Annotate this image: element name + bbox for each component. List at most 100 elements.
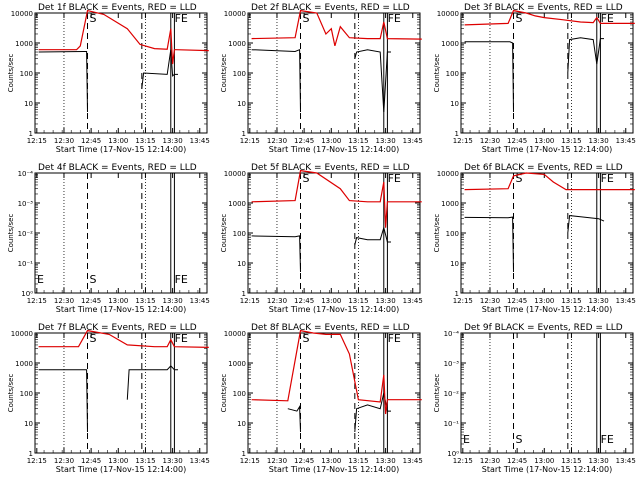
y-tick-label: 10 — [450, 260, 459, 268]
y-tick-label: 1000 — [441, 40, 459, 48]
chart-panel-5: Det 5f BLACK = Events, RED = LLD 1 10 100 10… — [220, 163, 423, 314]
chart-panel-2: Det 2f BLACK = Events, RED = LLD 1 10 100 10… — [220, 3, 423, 154]
y-axis-label: Counts/sec — [433, 54, 441, 93]
x-tick-label: 13:00 — [321, 297, 341, 305]
series-line-events — [38, 365, 178, 433]
series-line-events — [251, 225, 391, 273]
marker-label-s: S — [303, 332, 310, 345]
y-axis-label: Counts/sec — [7, 214, 15, 253]
x-tick-label: 12:45 — [294, 137, 314, 145]
y-tick-label: 10000 — [437, 170, 459, 178]
chart-panel-1: Det 1f BLACK = Events, RED = LLD 1 10 100 10… — [7, 3, 210, 154]
series-line-events — [464, 215, 605, 273]
x-tick-label: 12:30 — [54, 137, 74, 145]
panel-title: Det 6f BLACK = Events, RED = LLD — [464, 163, 623, 173]
y-tick-label: 1 — [242, 130, 246, 138]
x-tick-label: 12:45 — [507, 297, 527, 305]
x-tick-label: 12:45 — [81, 137, 101, 145]
plot-frame — [247, 172, 421, 294]
chart-panel-9: Det 9f BLACK = Events, RED = LLD10⁰10⁻¹1… — [433, 323, 636, 474]
x-axis-ticks: 12:15 12:30 12:45 13:00 13:15 13:30 13:45 — [240, 333, 423, 465]
x-tick-label: 12:30 — [54, 297, 74, 305]
marker-label-s: S — [90, 12, 97, 25]
x-tick-label: 13:00 — [321, 457, 341, 465]
series-line-lld — [38, 329, 209, 348]
x-tick-label: 13:00 — [108, 137, 128, 145]
x-tick-label: 13:30 — [163, 137, 183, 145]
y-tick-label: 10 — [24, 420, 33, 428]
x-tick-label: 13:30 — [376, 297, 396, 305]
plot-frame — [460, 172, 634, 294]
x-tick-label: 12:30 — [480, 137, 500, 145]
marker-label-fe: FE — [601, 433, 614, 446]
x-tick-label: 12:30 — [267, 137, 287, 145]
y-tick-label: 10000 — [224, 170, 246, 178]
y-tick-label: 10 — [450, 100, 459, 108]
chart-panel-7: Det 7f BLACK = Events, RED = LLD 1 10 100 10… — [7, 323, 210, 474]
y-tick-label: 10⁰ — [21, 290, 33, 298]
x-tick-label: 13:45 — [403, 457, 423, 465]
marker-label-fe: FE — [601, 12, 614, 25]
x-tick-label: 13:30 — [589, 457, 609, 465]
y-tick-label: 100 — [446, 230, 459, 238]
x-axis-ticks: 12:15 12:30 12:45 13:00 13:15 13:30 13:45 — [453, 333, 636, 465]
x-axis-label: Start Time (17-Nov-15 12:14:00) — [56, 305, 186, 314]
y-tick-label: 10⁻⁴ — [444, 330, 460, 338]
x-axis-label: Start Time (17-Nov-15 12:14:00) — [482, 305, 612, 314]
x-tick-label: 13:30 — [589, 297, 609, 305]
plot-frame — [460, 12, 634, 134]
y-tick-label: 10⁻³ — [18, 200, 34, 208]
y-axis-ticks: 1 10 100 1000 10000 — [437, 10, 633, 138]
y-tick-label: 10000 — [11, 10, 33, 18]
x-tick-label: 12:15 — [27, 297, 47, 305]
marker-label-fe: FE — [388, 172, 401, 185]
panel-title: Det 7f BLACK = Events, RED = LLD — [38, 323, 197, 333]
y-tick-label: 10000 — [437, 10, 459, 18]
x-tick-label: 13:30 — [163, 457, 183, 465]
reference-lines — [276, 173, 388, 293]
y-tick-label: 1000 — [15, 360, 33, 368]
panel-title: Det 3f BLACK = Events, RED = LLD — [464, 3, 623, 13]
x-tick-label: 13:15 — [561, 137, 581, 145]
reference-lines — [489, 333, 601, 453]
y-tick-label: 10000 — [224, 330, 246, 338]
y-tick-label: 1000 — [441, 200, 459, 208]
marker-label-s: S — [303, 12, 310, 25]
chart-panel-3: Det 3f BLACK = Events, RED = LLD 1 10 100 10… — [433, 3, 636, 154]
x-tick-label: 13:45 — [616, 137, 636, 145]
x-tick-label: 12:30 — [267, 297, 287, 305]
x-tick-label: 12:15 — [453, 137, 473, 145]
x-tick-label: 12:45 — [81, 457, 101, 465]
y-axis-label: Counts/sec — [7, 54, 15, 93]
y-tick-label: 10⁻² — [444, 390, 460, 398]
x-axis-label: Start Time (17-Nov-15 12:14:00) — [269, 465, 399, 474]
plot-frame — [247, 12, 421, 134]
y-tick-label: 1000 — [228, 360, 246, 368]
y-axis-ticks: 1 10 100 1000 10000 — [11, 330, 207, 458]
series-line-lld — [464, 9, 635, 26]
x-tick-label: 13:45 — [190, 457, 210, 465]
marker-label-e: E — [463, 433, 470, 446]
x-tick-label: 13:15 — [348, 137, 368, 145]
x-tick-label: 13:00 — [108, 457, 128, 465]
marker-label-s: S — [90, 332, 97, 345]
reference-lines — [63, 333, 175, 453]
x-tick-label: 13:15 — [135, 137, 155, 145]
marker-label-fe: FE — [175, 12, 188, 25]
chart-panel-4: Det 4f BLACK = Events, RED = LLD10⁰10⁻¹1… — [7, 163, 210, 314]
x-tick-label: 12:30 — [54, 457, 74, 465]
marker-label-s: S — [516, 433, 523, 446]
x-tick-label: 12:30 — [267, 457, 287, 465]
x-tick-label: 13:45 — [190, 137, 210, 145]
series-line-lld — [251, 169, 422, 228]
reference-lines — [276, 333, 388, 453]
x-tick-label: 13:30 — [589, 137, 609, 145]
y-tick-label: 100 — [20, 70, 33, 78]
y-tick-label: 10⁻³ — [444, 360, 460, 368]
x-tick-label: 13:15 — [135, 297, 155, 305]
y-tick-label: 10000 — [224, 10, 246, 18]
x-tick-label: 12:15 — [240, 457, 260, 465]
y-tick-label: 100 — [233, 230, 246, 238]
y-tick-label: 10 — [237, 100, 246, 108]
